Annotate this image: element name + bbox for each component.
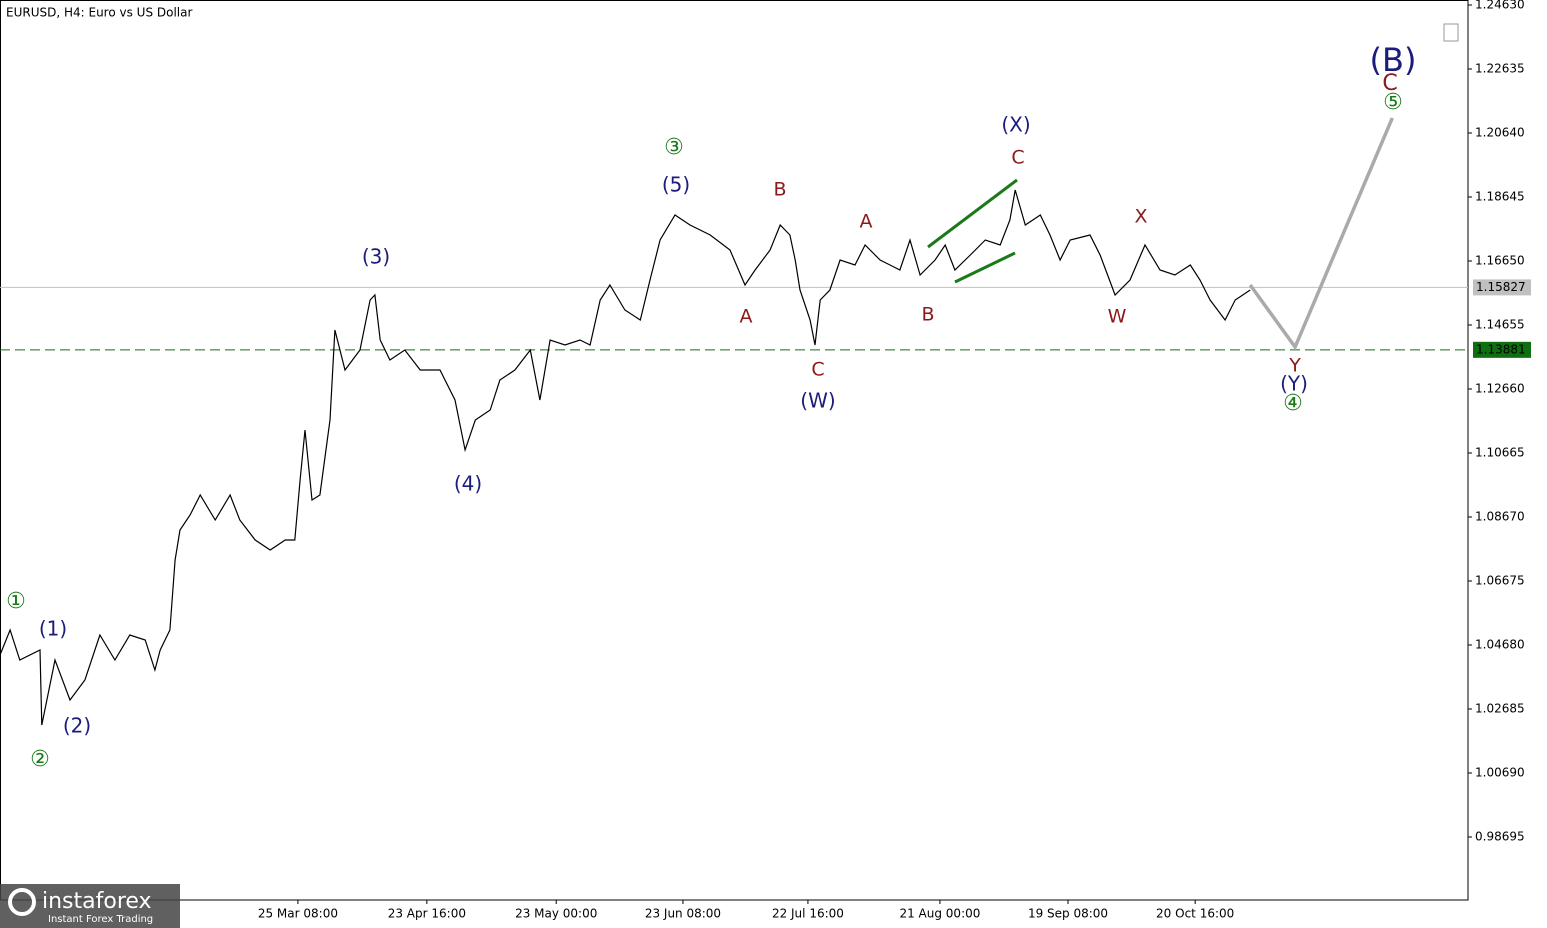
wave-label: ⑤ — [1383, 90, 1403, 115]
logo-icon — [8, 888, 36, 916]
wave-label: W — [1108, 306, 1127, 328]
wave-label: X — [1134, 206, 1147, 228]
y-tick-label: 1.16650 — [1475, 254, 1525, 268]
wave-label: (B) — [1370, 41, 1417, 79]
forecast-line — [1248, 117, 1394, 351]
wave-label: A — [740, 306, 753, 328]
x-tick-label: 23 May 00:00 — [515, 907, 597, 921]
wave-label: (4) — [454, 472, 482, 496]
y-tick-label: 1.08670 — [1475, 509, 1525, 523]
logo: instaforex Instant Forex Trading — [0, 884, 180, 928]
level-label: 1.13881 — [1476, 342, 1526, 356]
x-tick-label: 22 Jul 16:00 — [772, 907, 844, 921]
x-tick-label: 20 Oct 16:00 — [1156, 907, 1234, 921]
wave-label: Y — [1288, 355, 1301, 377]
wave-label: C — [1382, 71, 1397, 96]
price-label: 1.15827 — [1476, 280, 1526, 294]
y-tick-label: 0.98695 — [1475, 829, 1525, 843]
wave-label: ② — [30, 747, 50, 772]
wedge-line — [954, 251, 1016, 284]
wave-label: B — [773, 179, 786, 201]
y-tick-label: 1.06675 — [1475, 573, 1525, 587]
y-tick-label: 1.22635 — [1475, 62, 1525, 76]
plot-frame — [0, 0, 1469, 901]
wave-label: (1) — [39, 617, 67, 641]
y-tick-label: 1.24630 — [1475, 0, 1525, 12]
wedge-line — [927, 178, 1018, 249]
x-tick-label: 25 Mar 08:00 — [258, 907, 338, 921]
y-tick-label: 1.14655 — [1475, 318, 1525, 332]
y-tick-label: 1.12660 — [1475, 382, 1525, 396]
y-tick-label: 1.20640 — [1475, 126, 1525, 140]
wave-label: (W) — [800, 389, 835, 413]
wave-label: B — [921, 304, 934, 326]
x-tick-label: 23 Jun 08:00 — [645, 907, 721, 921]
toolbar-icon — [1443, 23, 1459, 42]
wave-label: (Y) — [1280, 372, 1308, 396]
y-tick-label: 1.10665 — [1475, 445, 1525, 459]
chart-title: EURUSD, H4: Euro vs US Dollar — [6, 6, 192, 20]
y-tick-label: 1.02685 — [1475, 701, 1525, 715]
level-box — [1473, 341, 1531, 358]
x-tick-label: 21 Aug 00:00 — [899, 907, 980, 921]
wave-label: C — [811, 359, 824, 381]
wave-label: C — [1011, 147, 1024, 169]
x-tick-label: 23 Apr 16:00 — [388, 907, 466, 921]
y-tick-label: 1.18645 — [1475, 190, 1525, 204]
price-line — [0, 189, 1251, 726]
y-tick-label: 1.00690 — [1475, 765, 1525, 779]
wave-label: A — [860, 211, 873, 233]
wave-label: ① — [6, 589, 26, 614]
x-tick-label: 19 Sep 08:00 — [1028, 907, 1108, 921]
price-box — [1473, 279, 1531, 296]
y-tick-label: 1.04680 — [1475, 637, 1525, 651]
wave-label: (X) — [1001, 113, 1030, 137]
wave-label: (3) — [362, 245, 390, 269]
logo-name: instaforex — [42, 889, 152, 914]
wave-label: ③ — [664, 135, 684, 160]
wave-label: ④ — [1283, 391, 1303, 416]
logo-tagline: Instant Forex Trading — [48, 914, 153, 925]
wave-label: (5) — [662, 173, 690, 197]
wave-label: (2) — [63, 714, 91, 738]
